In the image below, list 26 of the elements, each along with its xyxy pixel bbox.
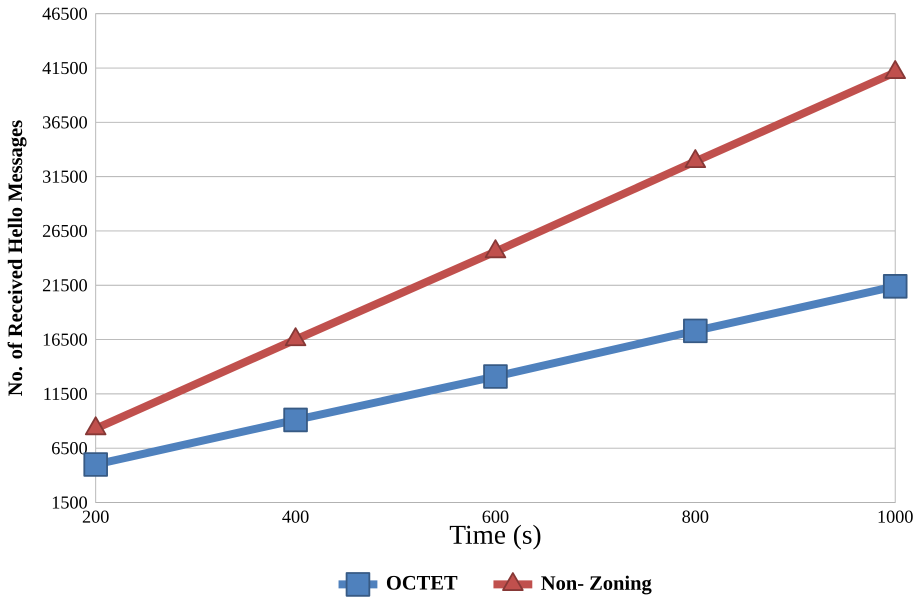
x-axis-title: Time (s) xyxy=(450,524,540,550)
y-tick-label: 21500 xyxy=(42,278,87,292)
y-tick-label: 46500 xyxy=(42,7,87,20)
point xyxy=(683,318,708,344)
x-tick-label: 1000 xyxy=(878,510,913,523)
legend-label: OCTET xyxy=(386,576,458,590)
y-tick-label: 36500 xyxy=(43,116,87,128)
point xyxy=(484,239,506,258)
y-tick-label: 1500 xyxy=(52,496,87,508)
x-tick-label: 400 xyxy=(282,510,309,523)
point xyxy=(283,407,308,432)
x-tick-label: 600 xyxy=(482,510,508,523)
y-tick-label: 6500 xyxy=(52,442,87,454)
point xyxy=(882,274,908,298)
point xyxy=(884,60,906,79)
x-tick-label: 200 xyxy=(82,510,109,523)
y-axis-title: No. of Received Hello Messages xyxy=(8,120,27,396)
y-tick-label: 41500 xyxy=(42,62,87,74)
y-tick-label: 26500 xyxy=(42,224,87,237)
y-tick-label: 16500 xyxy=(44,333,87,346)
x-tick-label: 800 xyxy=(682,510,708,523)
y-tick-label: 31500 xyxy=(43,170,87,183)
y-tick-label: 11500 xyxy=(44,388,87,400)
point xyxy=(684,148,706,168)
point xyxy=(483,364,508,389)
legend-label: Non- Zoning xyxy=(541,575,652,594)
